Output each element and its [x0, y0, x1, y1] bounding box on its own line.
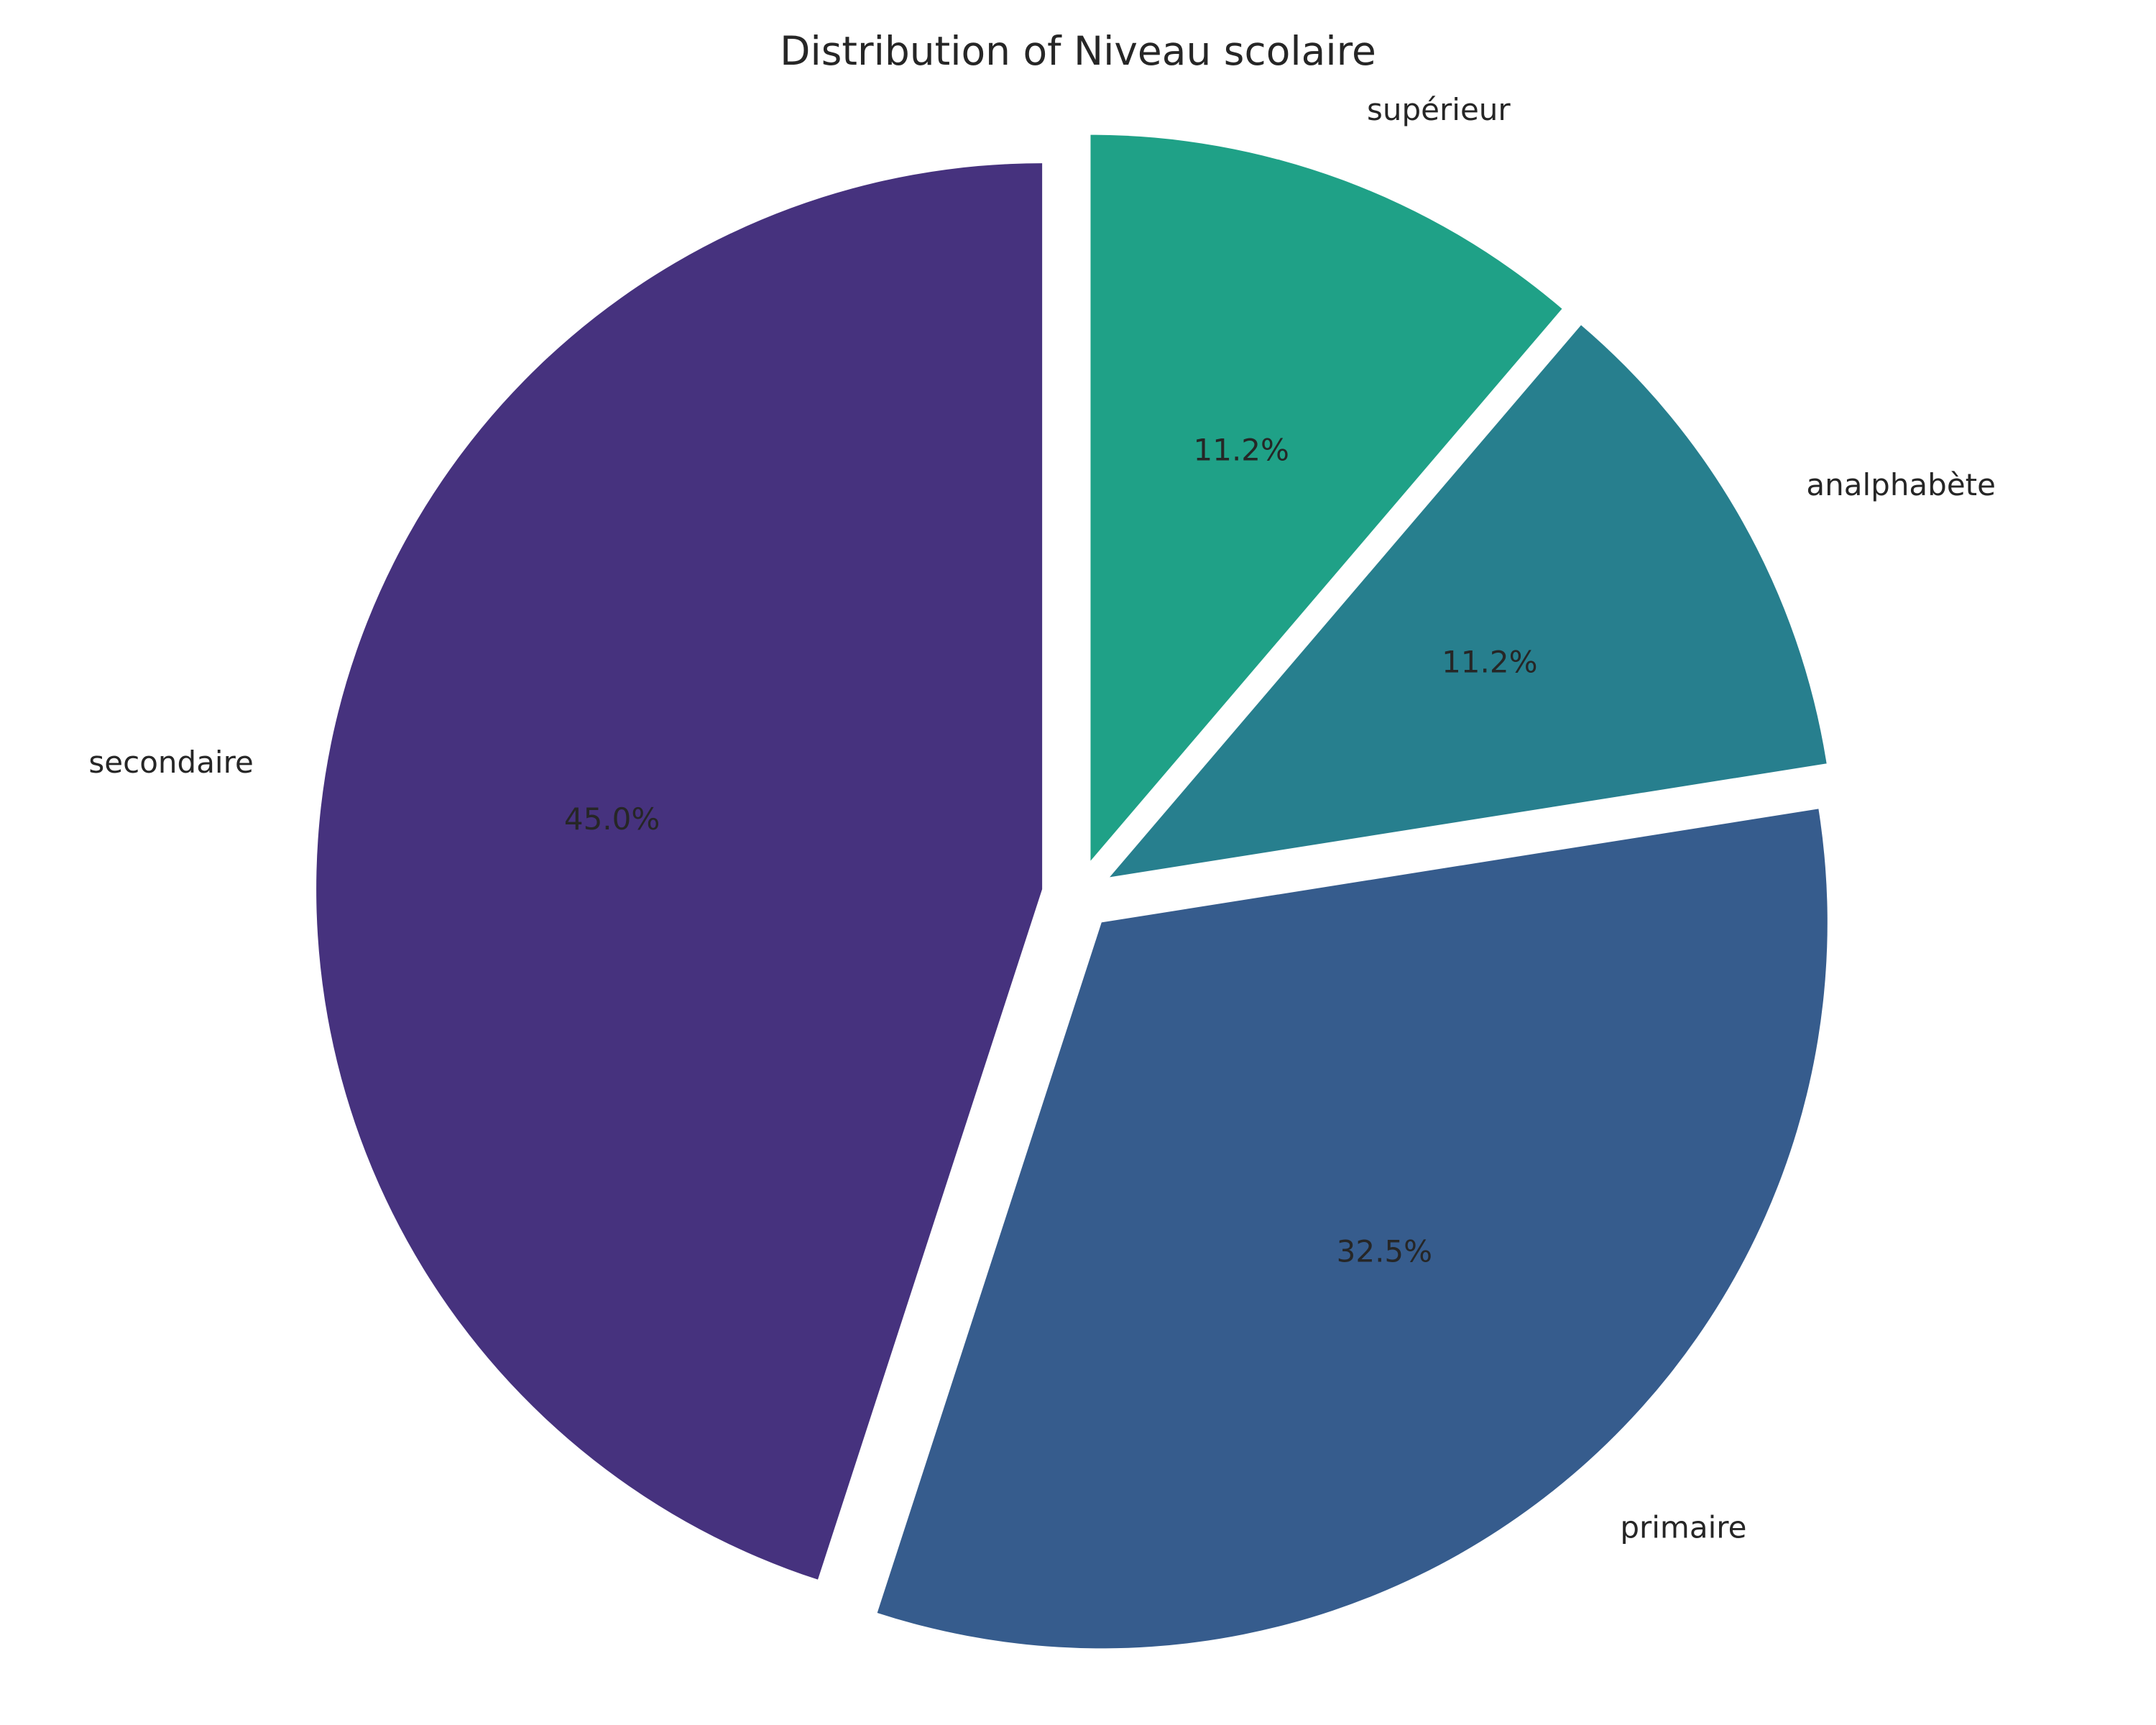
slices-layer	[316, 134, 1828, 1649]
slice-percent-supérieur: 11.2%	[1194, 433, 1289, 468]
pie-slice-supérieur	[1090, 134, 1562, 861]
pie-slice-primaire	[877, 809, 1828, 1649]
slice-label-secondaire: secondaire	[88, 745, 253, 780]
chart-title: Distribution of Niveau scolaire	[780, 28, 1376, 74]
slice-percent-analphabète: 11.2%	[1442, 645, 1537, 680]
slice-percent-primaire: 32.5%	[1337, 1234, 1432, 1269]
slice-label-supérieur: supérieur	[1367, 92, 1511, 127]
labels-layer: secondaire 45.0% primaire 32.5% analphabète 1…	[88, 92, 1996, 1545]
slice-percent-secondaire: 45.0%	[564, 801, 660, 837]
pie-slice-analphabète	[1110, 325, 1827, 878]
slice-label-primaire: primaire	[1620, 1510, 1746, 1545]
pie-slice-secondaire	[316, 163, 1043, 1580]
slice-label-analphabète: analphabète	[1806, 467, 1996, 502]
